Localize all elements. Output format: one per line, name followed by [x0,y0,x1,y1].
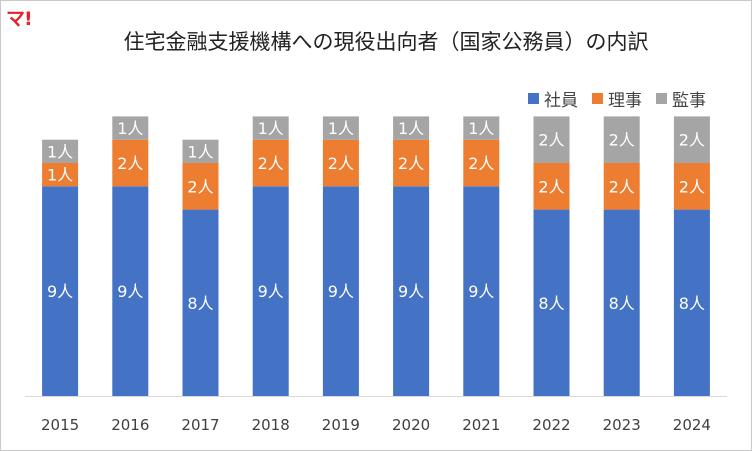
bar-2017-series-2 [182,139,219,163]
data-label-2021-series-0: 9人 [468,282,494,301]
x-tick-label-2021: 2021 [462,416,500,434]
data-label-2019-series-1: 2人 [328,154,354,173]
data-label-2021-series-1: 2人 [468,154,494,173]
data-label-2020-series-1: 2人 [398,154,424,173]
x-tick-label-2023: 2023 [603,416,641,434]
data-label-2020-series-0: 9人 [398,282,424,301]
data-label-2018-series-1: 2人 [258,154,284,173]
legend-swatch-kanji [656,93,667,104]
data-label-2024-series-0: 8人 [679,294,705,313]
data-label-2022-series-1: 2人 [538,177,564,196]
x-tick-label-2019: 2019 [322,416,360,434]
x-tick-label-2017: 2017 [181,416,219,434]
data-label-2019-series-0: 9人 [328,282,354,301]
bar-2015-series-2 [42,139,79,163]
x-tick-label-2024: 2024 [673,416,711,434]
bar-2024-series-1 [673,163,710,210]
legend: 社員 理事 監事 [528,86,706,111]
legend-swatch-riji [592,93,603,104]
bar-2019-series-2 [322,116,359,140]
x-tick-label-2018: 2018 [252,416,290,434]
data-label-2023-series-0: 8人 [609,294,635,313]
data-label-2016-series-1: 2人 [117,154,143,173]
x-tick-label-2015: 2015 [41,416,79,434]
bar-2018-series-0 [252,186,289,396]
bar-2016-series-1 [112,139,149,187]
bar-2015-series-0 [42,186,79,396]
bar-2024-series-0 [673,209,710,396]
data-label-2016-series-2: 1人 [117,119,143,138]
data-label-2023-series-2: 2人 [609,131,635,150]
x-tick-label-2020: 2020 [392,416,430,434]
bar-2024-series-2 [673,116,710,163]
bar-2023-series-0 [603,209,640,396]
data-label-2015-series-0: 9人 [47,282,73,301]
bar-2017-series-0 [182,209,219,396]
chart-title: 住宅金融支援機構への現役出向者（国家公務員）の内訳 [123,30,649,54]
bar-2019-series-1 [322,139,359,187]
x-tick-label-2016: 2016 [111,416,149,434]
bar-2019-series-0 [322,186,359,396]
data-label-2017-series-1: 2人 [187,177,213,196]
data-label-2021-series-2: 1人 [468,119,494,138]
bar-2017-series-1 [182,163,219,210]
bar-2018-series-1 [252,139,289,187]
bar-2022-series-2 [533,116,570,163]
data-label-2024-series-1: 2人 [679,177,705,196]
bar-2016-series-2 [112,116,149,140]
data-label-2024-series-2: 2人 [679,131,705,150]
bar-2022-series-1 [533,163,570,210]
data-label-2023-series-1: 2人 [609,177,635,196]
data-label-2020-series-2: 1人 [398,119,424,138]
data-label-2022-series-2: 2人 [538,131,564,150]
data-label-2018-series-0: 9人 [258,282,284,301]
bar-2020-series-1 [393,139,430,187]
bar-2015-series-1 [42,163,79,187]
data-label-2015-series-1: 1人 [47,166,73,185]
bar-2018-series-2 [252,116,289,140]
data-label-2017-series-2: 1人 [187,142,213,161]
legend-label-kanji: 監事 [672,91,706,111]
bar-2020-series-0 [393,186,430,396]
legend-swatch-shain [528,93,539,104]
bar-2020-series-2 [393,116,430,140]
legend-label-shain: 社員 [544,91,578,111]
data-label-2017-series-0: 8人 [187,294,213,313]
data-label-2018-series-2: 1人 [258,119,284,138]
logo: マ! [6,8,33,30]
bar-2023-series-2 [603,116,640,163]
bar-2016-series-0 [112,186,149,396]
legend-item-shain: 社員 [528,86,578,111]
data-label-2019-series-2: 1人 [328,119,354,138]
bar-2021-series-1 [463,139,500,187]
legend-label-riji: 理事 [608,91,642,111]
bar-2021-series-0 [463,186,500,396]
data-label-2022-series-0: 8人 [538,294,564,313]
bar-2021-series-2 [463,116,500,140]
data-label-2015-series-2: 1人 [47,142,73,161]
legend-item-kanji: 監事 [656,86,706,111]
x-tick-label-2022: 2022 [532,416,570,434]
data-label-2016-series-0: 9人 [117,282,143,301]
bar-2022-series-0 [533,209,570,396]
legend-item-riji: 理事 [592,86,642,111]
bar-2023-series-1 [603,163,640,210]
